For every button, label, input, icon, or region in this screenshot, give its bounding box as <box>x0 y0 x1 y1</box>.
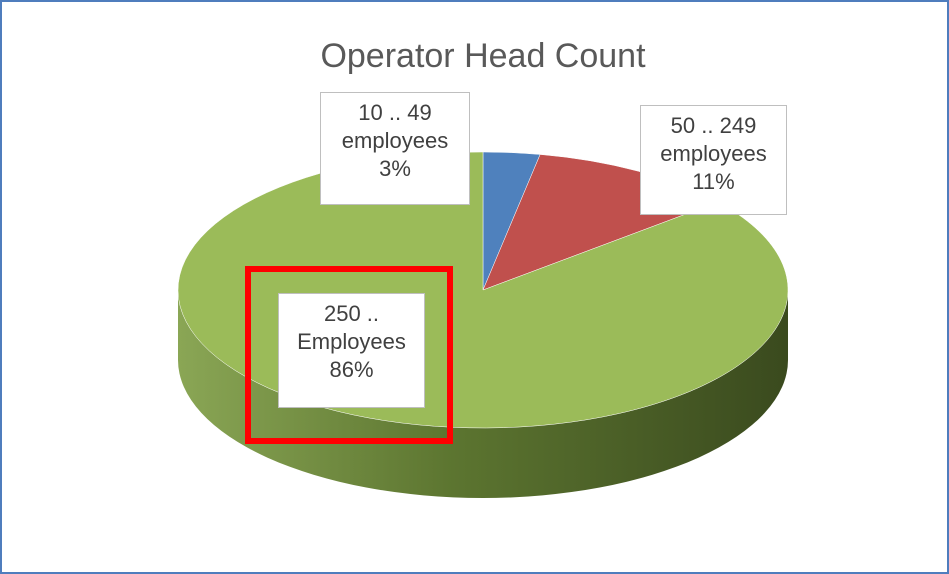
category-label: 50 .. 249 employees <box>660 113 767 166</box>
data-label: 250 .. Employees 86% <box>278 293 425 408</box>
value-label: 11% <box>692 169 735 194</box>
value-label: 86% <box>329 357 374 382</box>
pie-side <box>178 290 788 498</box>
category-label: 10 .. 49 employees <box>341 100 449 153</box>
chart-title: Operator Head Count <box>320 37 646 75</box>
data-label: 50 .. 249 employees 11% <box>640 105 787 215</box>
data-label: 10 .. 49 employees 3% <box>320 92 470 205</box>
highlight-box <box>245 266 453 444</box>
category-label: 250 .. Employees <box>297 301 406 354</box>
value-label: 3% <box>379 156 411 181</box>
